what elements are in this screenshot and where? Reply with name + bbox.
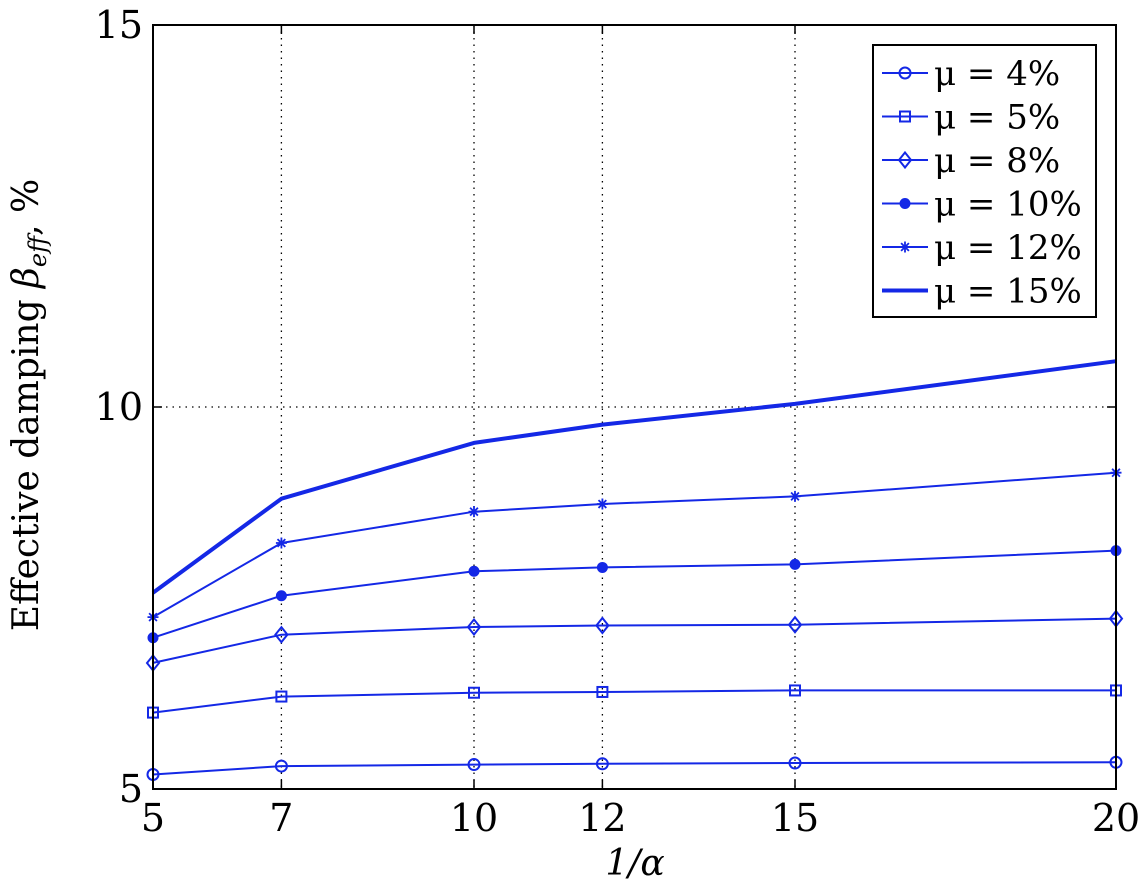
legend-marker [899,198,911,209]
legend-entry: μ = 15% [882,272,1082,312]
y-axis-label: Effective damping βeff, % [6,179,52,631]
legend-entry: μ = 5% [882,98,1060,138]
data-point [275,537,287,549]
axis-ticks: 5 7 10 12 15 20 5 10 15 [95,3,1141,840]
x-tick-label: 5 [141,796,165,840]
legend-entry: μ = 12% [882,228,1082,268]
legend-box [872,44,1097,318]
series-line [152,471,1117,618]
series-2 [147,684,1122,719]
x-tick-label: 20 [1092,796,1140,840]
data-point [596,561,608,573]
data-point [596,498,608,510]
data-point [468,506,480,518]
data-point [274,759,288,773]
legend-marker [898,66,912,80]
data-point [595,757,609,771]
data-point [467,758,481,772]
series-6 [151,359,1117,595]
x-axis-label: 1/α [605,843,664,884]
legend: μ = 4%μ = 5%μ = 8%μ = 10%μ = 12%μ = 15% [872,44,1097,318]
series-4 [147,545,1122,644]
x-tick-label: 15 [771,796,819,840]
legend-entry: μ = 4% [882,54,1060,94]
data-point [596,685,609,698]
x-tick-label: 10 [450,796,498,840]
legend-label: μ = 5% [934,98,1060,138]
y-tick-label: 10 [95,385,143,429]
data-point [466,617,482,637]
grid-lines [153,25,1116,789]
legend-label: μ = 10% [934,185,1082,225]
data-point [468,565,480,577]
series-line [152,617,1117,664]
data-point [274,625,289,644]
data-point [789,490,801,502]
data-point [787,615,803,634]
legend-entry: μ = 10% [882,185,1082,225]
legend-marker [899,110,911,123]
y-axis-label-prefix: Effective damping [6,288,47,631]
legend-marker [897,150,913,170]
legend-label: μ = 4% [934,54,1060,94]
series-line [151,359,1117,595]
data-point [595,616,610,635]
data-point [789,558,801,570]
series-5 [147,467,1122,623]
data-point [275,590,287,602]
series-1 [146,755,1123,781]
x-tick-label: 12 [578,796,626,840]
legend-marker [899,241,911,253]
y-tick-label: 15 [95,3,143,47]
y-axis-label-symbol: β [6,267,47,290]
y-axis-label-subscript: eff [24,232,52,267]
legend-label: μ = 12% [934,228,1082,268]
data-point [468,686,480,699]
y-tick-label: 5 [119,767,143,811]
series-layer [145,359,1124,781]
y-axis-label-suffix: , % [6,179,47,236]
series-line [152,761,1117,776]
data-point [275,690,288,703]
data-point [788,756,802,770]
series-line [152,549,1117,639]
legend-label: μ = 8% [934,141,1060,181]
series-3 [145,609,1124,673]
data-point [789,684,801,697]
legend-entry: μ = 8% [882,141,1060,181]
series-line [152,689,1116,714]
legend-label: μ = 15% [934,272,1082,312]
x-tick-label: 7 [269,796,293,840]
